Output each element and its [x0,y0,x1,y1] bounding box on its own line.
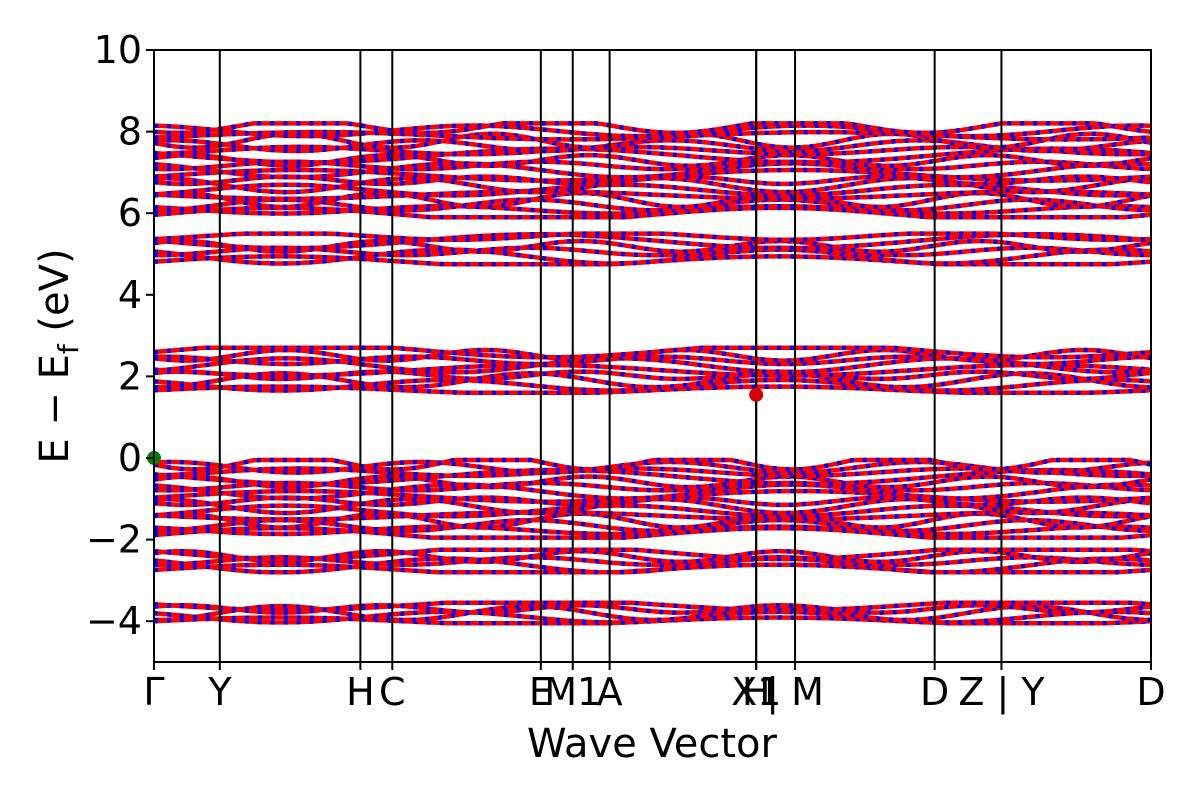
band-line-projection [154,525,1151,540]
band-line-projection [154,555,1151,567]
band-line-projection [154,495,1151,508]
band-line [154,457,1151,472]
band-line-projection [154,159,1151,172]
band-line-projection [154,197,1151,213]
x-tick-label: Z | Y [958,670,1045,715]
band-line [154,600,1151,613]
band-line-projection [154,482,1151,501]
x-tick-label: E [529,670,553,714]
band-line [154,203,1151,216]
y-tick-label: 0 [118,436,142,480]
x-tick-label: M1 [544,670,601,714]
y-tick-label: 10 [94,28,142,72]
band-line-projection [154,205,1151,220]
band-line [154,509,1151,522]
plot-frame [153,49,1152,663]
band-line-projection [154,377,1151,393]
band-line-projection [154,547,1151,562]
band-line [154,362,1151,378]
band-line [154,231,1151,243]
band-line-projection [154,480,1151,493]
y-axis-title: E − Ef (eV) [32,248,85,463]
band-line [154,524,1151,537]
band-line-projection [154,123,1151,139]
cbm-marker [749,387,764,402]
bands-layer [154,121,1151,626]
band-line-projection [154,517,1151,533]
band-line-projection [154,467,1151,487]
x-tick-label: D [1136,670,1165,714]
y-axis-title-sub: f [52,343,85,354]
y-tick-label: 8 [118,110,142,154]
x-axis-title: Wave Vector [527,721,778,767]
x-tick-label: H [346,670,375,714]
band-edge-markers [147,387,764,465]
y-tick-label: 2 [118,354,142,398]
band-line-projection [154,556,1151,575]
y-axis-title-unit: (eV) [32,248,78,344]
x-tick-label: H [742,670,771,714]
band-line-projection [154,603,1151,615]
band-line-projection [154,121,1151,136]
band-line-projection [154,146,1151,165]
band-line-projection [154,174,1151,187]
band-line-projection [154,369,1151,382]
y-axis-title-main: E − E [32,354,78,464]
band-line [154,189,1151,201]
y-tick-label: 6 [118,191,142,235]
x-tick-label: C [379,670,406,714]
y-tick-label: −2 [86,518,142,562]
y-tick-label: 4 [118,273,142,317]
y-axis-ticks: −4 −2 0 2 4 6 8 10 [86,28,154,643]
band-line-projection [154,609,1151,625]
band-line-projection [154,161,1151,180]
y-tick-label: −4 [86,599,142,643]
x-tick-label: A [597,670,623,714]
band-line-projection [154,245,1151,258]
band-line-projection [154,247,1151,266]
band-line-projection [154,345,1151,360]
x-tick-label: D [920,670,949,714]
x-tick-label: Y [207,670,232,714]
x-tick-label: X1 [731,670,781,714]
x-tick-label: | M [766,670,824,715]
x-tick-label: Γ [143,670,164,714]
